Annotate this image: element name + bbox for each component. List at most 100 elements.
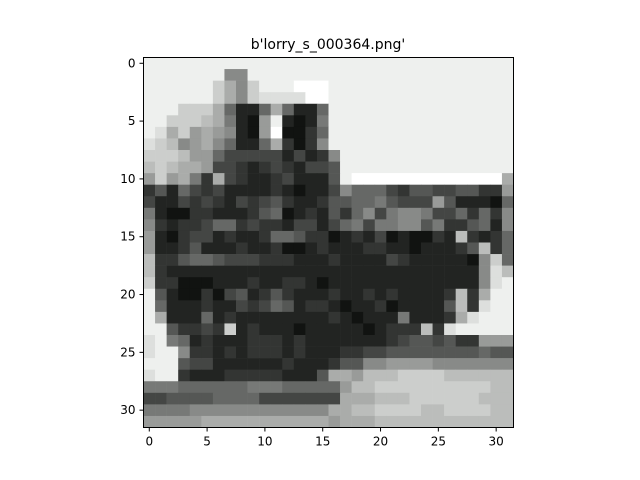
pixel-cell — [247, 358, 260, 370]
pixel-cell — [501, 277, 514, 290]
pixel-cell — [212, 173, 225, 185]
pixel-cell — [212, 265, 225, 278]
pixel-cell — [432, 335, 445, 347]
pixel-cell — [143, 404, 156, 417]
pixel-cell — [501, 369, 514, 382]
pixel-cell — [351, 57, 364, 70]
pixel-cell — [189, 150, 202, 162]
pixel-cell — [224, 196, 237, 209]
pixel-cell — [351, 335, 364, 347]
pixel-cell — [178, 404, 191, 417]
pixel-cell — [293, 381, 306, 394]
pixel-cell — [166, 369, 179, 382]
pixel-cell — [316, 415, 329, 428]
pixel-cell — [293, 265, 306, 278]
pixel-cell — [444, 404, 456, 417]
pixel-cell — [421, 392, 433, 405]
pixel-cell — [444, 80, 456, 93]
pixel-cell — [259, 369, 271, 382]
pixel-cell — [143, 103, 156, 116]
pixel-cell — [328, 254, 341, 266]
pixel-cell — [455, 404, 468, 417]
pixel-cell — [178, 392, 191, 405]
pixel-cell — [270, 150, 283, 162]
pixel-cell — [178, 369, 191, 382]
pixel-cell — [259, 196, 271, 209]
pixel-cell — [305, 103, 318, 116]
pixel-cell — [224, 254, 237, 266]
pixel-cell — [236, 265, 248, 278]
pixel-cell — [467, 126, 480, 139]
pixel-cell — [397, 254, 410, 266]
pixel-cell — [351, 80, 364, 93]
pixel-cell — [316, 404, 329, 417]
pixel-cell — [386, 242, 399, 255]
pixel-cell — [305, 196, 318, 209]
pixel-cell — [270, 323, 283, 336]
pixel-cell — [189, 242, 202, 255]
pixel-cell — [282, 335, 295, 347]
pixel-cell — [236, 323, 248, 336]
pixel-cell — [340, 230, 352, 243]
pixel-cell — [305, 207, 318, 220]
pixel-cell — [444, 184, 456, 197]
pixel-cell — [236, 150, 248, 162]
pixel-cell — [351, 254, 364, 266]
pixel-cell — [155, 196, 167, 209]
pixel-cell — [501, 335, 514, 347]
pixel-cell — [328, 369, 341, 382]
pixel-cell — [374, 57, 387, 70]
pixel-cell — [316, 358, 329, 370]
pixel-cell — [201, 369, 214, 382]
pixel-cell — [363, 415, 376, 428]
pixel-cell — [328, 92, 341, 105]
pixel-cell — [155, 184, 167, 197]
pixel-cell — [421, 150, 433, 162]
pixel-cell — [432, 150, 445, 162]
pixel-cell — [178, 126, 191, 139]
pixel-cell — [478, 369, 491, 382]
pixel-cell — [409, 265, 422, 278]
pixel-cell — [259, 415, 271, 428]
pixel-cell — [490, 230, 503, 243]
pixel-cell — [143, 311, 156, 324]
pixel-cell — [236, 138, 248, 151]
pixel-cell — [212, 358, 225, 370]
pixel-cell — [305, 219, 318, 232]
pixel-cell — [247, 392, 260, 405]
pixel-cell — [374, 288, 387, 301]
pixel-cell — [201, 254, 214, 266]
pixel-cell — [363, 392, 376, 405]
pixel-cell — [143, 115, 156, 128]
pixel-cell — [363, 346, 376, 359]
pixel-cell — [259, 265, 271, 278]
pixel-cell — [386, 311, 399, 324]
pixel-cell — [386, 126, 399, 139]
pixel-cell — [293, 311, 306, 324]
pixel-cell — [166, 80, 179, 93]
pixel-cell — [178, 69, 191, 81]
pixel-cell — [316, 230, 329, 243]
pixel-cell — [455, 300, 468, 313]
pixel-cell — [397, 381, 410, 394]
pixel-cell — [143, 57, 156, 70]
pixel-cell — [247, 254, 260, 266]
pixel-cell — [490, 150, 503, 162]
pixel-cell — [282, 311, 295, 324]
pixel-cell — [236, 254, 248, 266]
pixel-cell — [421, 288, 433, 301]
pixel-cell — [305, 265, 318, 278]
pixel-cell — [421, 57, 433, 70]
pixel-cell — [397, 161, 410, 174]
pixel-cell — [386, 138, 399, 151]
pixel-cell — [386, 219, 399, 232]
pixel-cell — [351, 219, 364, 232]
pixel-cell — [409, 288, 422, 301]
pixel-cell — [386, 161, 399, 174]
pixel-cell — [155, 69, 167, 81]
pixel-cell — [421, 323, 433, 336]
pixel-cell — [340, 369, 352, 382]
pixel-cell — [189, 277, 202, 290]
pixel-cell — [478, 415, 491, 428]
